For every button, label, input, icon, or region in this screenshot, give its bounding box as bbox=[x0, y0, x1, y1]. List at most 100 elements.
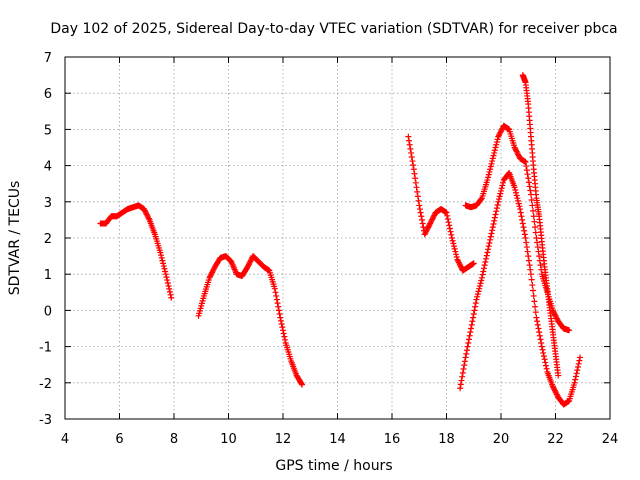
data-point bbox=[158, 254, 165, 261]
data-point bbox=[277, 314, 284, 321]
y-tick-label: 2 bbox=[44, 232, 52, 247]
data-point bbox=[476, 282, 483, 289]
data-point bbox=[453, 254, 460, 261]
data-point bbox=[406, 141, 413, 148]
data-point bbox=[465, 336, 472, 343]
data-point bbox=[521, 227, 528, 234]
y-tick-label: 1 bbox=[44, 268, 52, 283]
data-point bbox=[498, 126, 505, 133]
data-point bbox=[426, 221, 433, 228]
data-point bbox=[472, 300, 479, 307]
x-tick-label: 12 bbox=[275, 432, 292, 447]
data-point bbox=[537, 336, 544, 343]
data-point bbox=[167, 291, 174, 298]
y-tick-label: 7 bbox=[44, 51, 52, 66]
data-point bbox=[448, 231, 455, 238]
data-point bbox=[495, 196, 502, 203]
data-point bbox=[493, 141, 500, 148]
data-point bbox=[144, 212, 151, 219]
y-tick-label: 0 bbox=[44, 304, 52, 319]
data-point bbox=[463, 350, 470, 357]
data-point bbox=[566, 327, 573, 334]
data-point bbox=[526, 183, 533, 190]
data-point bbox=[273, 296, 280, 303]
data-point bbox=[160, 263, 167, 270]
data-point bbox=[532, 309, 539, 316]
data-point bbox=[534, 321, 541, 328]
data-point bbox=[473, 296, 480, 303]
data-point bbox=[525, 175, 532, 182]
data-point bbox=[459, 369, 466, 376]
data-point bbox=[536, 329, 543, 336]
data-point bbox=[489, 227, 496, 234]
data-point bbox=[455, 258, 462, 265]
data-point bbox=[166, 288, 173, 295]
data-point bbox=[422, 230, 429, 237]
data-point bbox=[245, 262, 252, 269]
data-point bbox=[162, 268, 169, 275]
data-point bbox=[414, 188, 421, 195]
data-point bbox=[511, 184, 518, 191]
data-point bbox=[530, 287, 537, 294]
data-point bbox=[298, 380, 305, 387]
data-point bbox=[550, 384, 557, 391]
x-tick-label: 18 bbox=[438, 432, 455, 447]
data-point bbox=[423, 227, 430, 234]
data-point bbox=[519, 220, 526, 227]
data-point bbox=[166, 285, 173, 292]
data-point bbox=[537, 262, 544, 269]
data-point bbox=[542, 362, 549, 369]
data-point bbox=[245, 261, 252, 268]
data-point bbox=[443, 209, 450, 216]
data-point bbox=[529, 282, 536, 289]
data-point bbox=[536, 332, 543, 339]
data-point bbox=[413, 184, 420, 191]
y-tick-labels: -3 -2 -1 0 1 2 3 4 5 6 7 bbox=[39, 51, 52, 428]
data-point bbox=[164, 280, 171, 287]
x-tick-label: 10 bbox=[220, 432, 237, 447]
data-point bbox=[525, 253, 532, 260]
data-point bbox=[512, 145, 519, 152]
data-point bbox=[468, 325, 475, 332]
data-point bbox=[513, 192, 520, 199]
data-point bbox=[421, 231, 428, 238]
series-segment-1 bbox=[97, 202, 175, 301]
data-point bbox=[533, 235, 540, 241]
data-point bbox=[498, 128, 504, 135]
data-point bbox=[493, 208, 500, 215]
data-point bbox=[280, 327, 286, 334]
data-point bbox=[415, 197, 422, 204]
data-point bbox=[470, 311, 477, 318]
data-point bbox=[490, 152, 497, 159]
data-point bbox=[457, 381, 464, 388]
data-point bbox=[515, 152, 522, 159]
data-point bbox=[495, 198, 502, 205]
data-point bbox=[532, 229, 539, 236]
data-point bbox=[431, 212, 438, 219]
data-point bbox=[457, 262, 464, 269]
data-point bbox=[450, 240, 457, 247]
data-point bbox=[486, 239, 493, 246]
data-point bbox=[524, 171, 531, 178]
data-point bbox=[527, 187, 534, 194]
data-point bbox=[487, 166, 494, 173]
y-tick-label: 3 bbox=[44, 196, 52, 211]
data-point bbox=[540, 353, 547, 360]
data-point bbox=[573, 370, 580, 377]
data-point bbox=[481, 262, 488, 269]
data-point bbox=[514, 195, 521, 202]
y-axis-label: SDTVAR / TECUs bbox=[7, 181, 23, 296]
data-point bbox=[525, 179, 532, 186]
data-point bbox=[446, 225, 453, 232]
data-point bbox=[419, 220, 426, 227]
data-point bbox=[493, 205, 500, 212]
data-point bbox=[491, 149, 498, 156]
data-point bbox=[457, 263, 464, 270]
data-point bbox=[451, 245, 458, 252]
grid-lines bbox=[65, 57, 610, 419]
data-point bbox=[411, 170, 418, 177]
data-point bbox=[478, 277, 485, 284]
data-point bbox=[494, 201, 501, 208]
data-point bbox=[418, 213, 425, 220]
